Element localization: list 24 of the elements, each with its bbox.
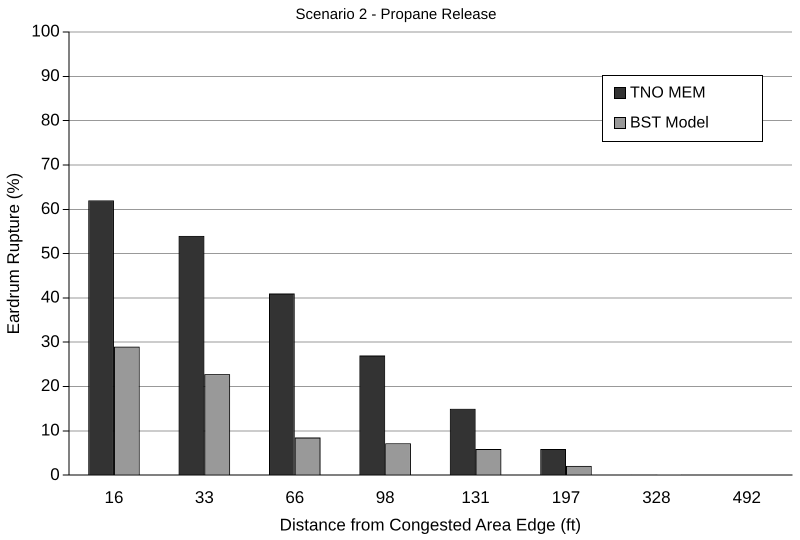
y-tick-label: 40: [40, 288, 60, 307]
x-tick-label: 33: [194, 488, 214, 508]
x-tick-label: 16: [104, 488, 124, 508]
y-tick-label: 20: [40, 376, 60, 396]
y-axis-title: Eardrum Rupture (%): [4, 172, 23, 334]
y-tick-label: 0: [50, 464, 60, 484]
legend-label: TNO MEM: [630, 84, 706, 102]
y-tick-label: 30: [40, 332, 60, 351]
y-tick-label: 90: [40, 66, 60, 86]
y-tick-label: 100: [31, 22, 60, 41]
chart-title: Scenario 2 - Propane Release: [296, 6, 496, 24]
y-tick-label: 70: [40, 154, 60, 174]
x-tick-label: 328: [642, 488, 671, 508]
legend-label: BST Model: [630, 114, 709, 132]
x-tick-label: 492: [732, 488, 761, 508]
x-tick-label: 66: [285, 488, 304, 508]
x-tick-label: 131: [461, 488, 490, 508]
y-tick-label: 60: [40, 198, 60, 218]
y-tick-label: 80: [40, 110, 60, 130]
x-axis-title: Distance from Congested Area Edge (ft): [280, 515, 582, 534]
y-tick-label: 50: [40, 243, 60, 262]
x-tick-label: 98: [376, 488, 395, 508]
y-tick-label: 10: [40, 420, 60, 440]
x-tick-label: 197: [552, 488, 580, 508]
